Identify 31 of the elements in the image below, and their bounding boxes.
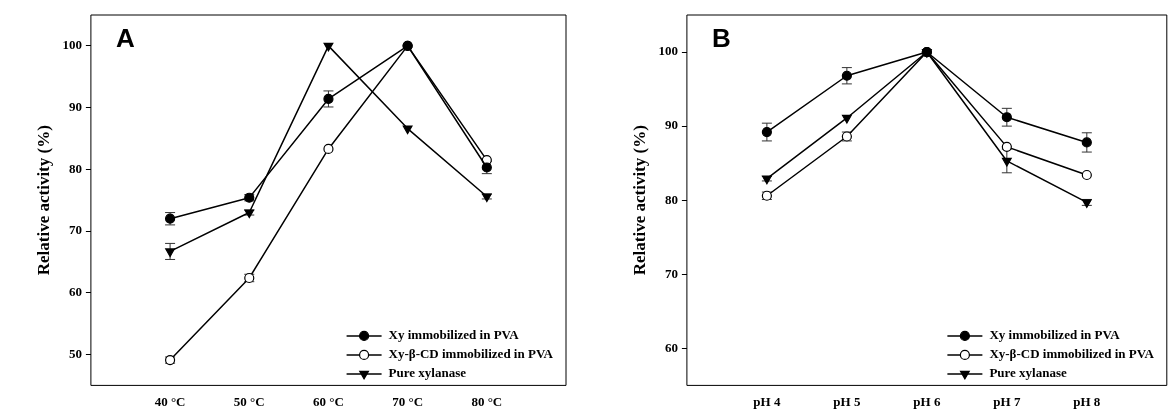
y-tick-label: 50 (68, 345, 82, 361)
legend-label: Xy immobilized in PVA (989, 327, 1121, 343)
y-tick-label: 90 (68, 98, 82, 114)
y-tick-label: 70 (664, 265, 678, 281)
legend-label: Pure xylanase (989, 365, 1068, 381)
x-tick-label: 60 °C (313, 393, 344, 409)
x-tick-label: pH 6 (913, 393, 941, 409)
y-tick-label: 80 (664, 191, 678, 207)
y-tick-label: 60 (68, 284, 82, 300)
x-tick-label: 80 °C (471, 393, 503, 409)
x-tick-label: 70 °C (392, 393, 424, 409)
legend-label: Xy-β-CD immobilized in PVA (989, 346, 1155, 362)
y-tick-label: 70 (68, 222, 82, 238)
legend-label: Pure xylanase (388, 365, 467, 381)
x-tick-label: 40 °C (154, 393, 186, 409)
x-tick-label: pH 7 (993, 393, 1021, 409)
y-tick-label: 80 (68, 160, 82, 176)
y-axis-title: Relative activity (%) (33, 125, 53, 276)
x-tick-label: pH 8 (1073, 393, 1101, 409)
x-tick-label: 50 °C (233, 393, 265, 409)
x-tick-label: pH 5 (833, 393, 861, 409)
legend-label: Xy-β-CD immobilized in PVA (388, 346, 554, 362)
y-tick-label: 100 (658, 43, 678, 59)
x-tick-label: pH 4 (753, 393, 781, 409)
y-axis-title: Relative activity (%) (629, 125, 649, 276)
annotation: A (115, 23, 135, 54)
y-tick-label: 90 (664, 117, 678, 133)
legend-label: Xy immobilized in PVA (388, 327, 520, 343)
y-tick-label: 100 (62, 37, 82, 53)
y-tick-label: 60 (664, 339, 678, 355)
annotation: B (711, 23, 731, 54)
